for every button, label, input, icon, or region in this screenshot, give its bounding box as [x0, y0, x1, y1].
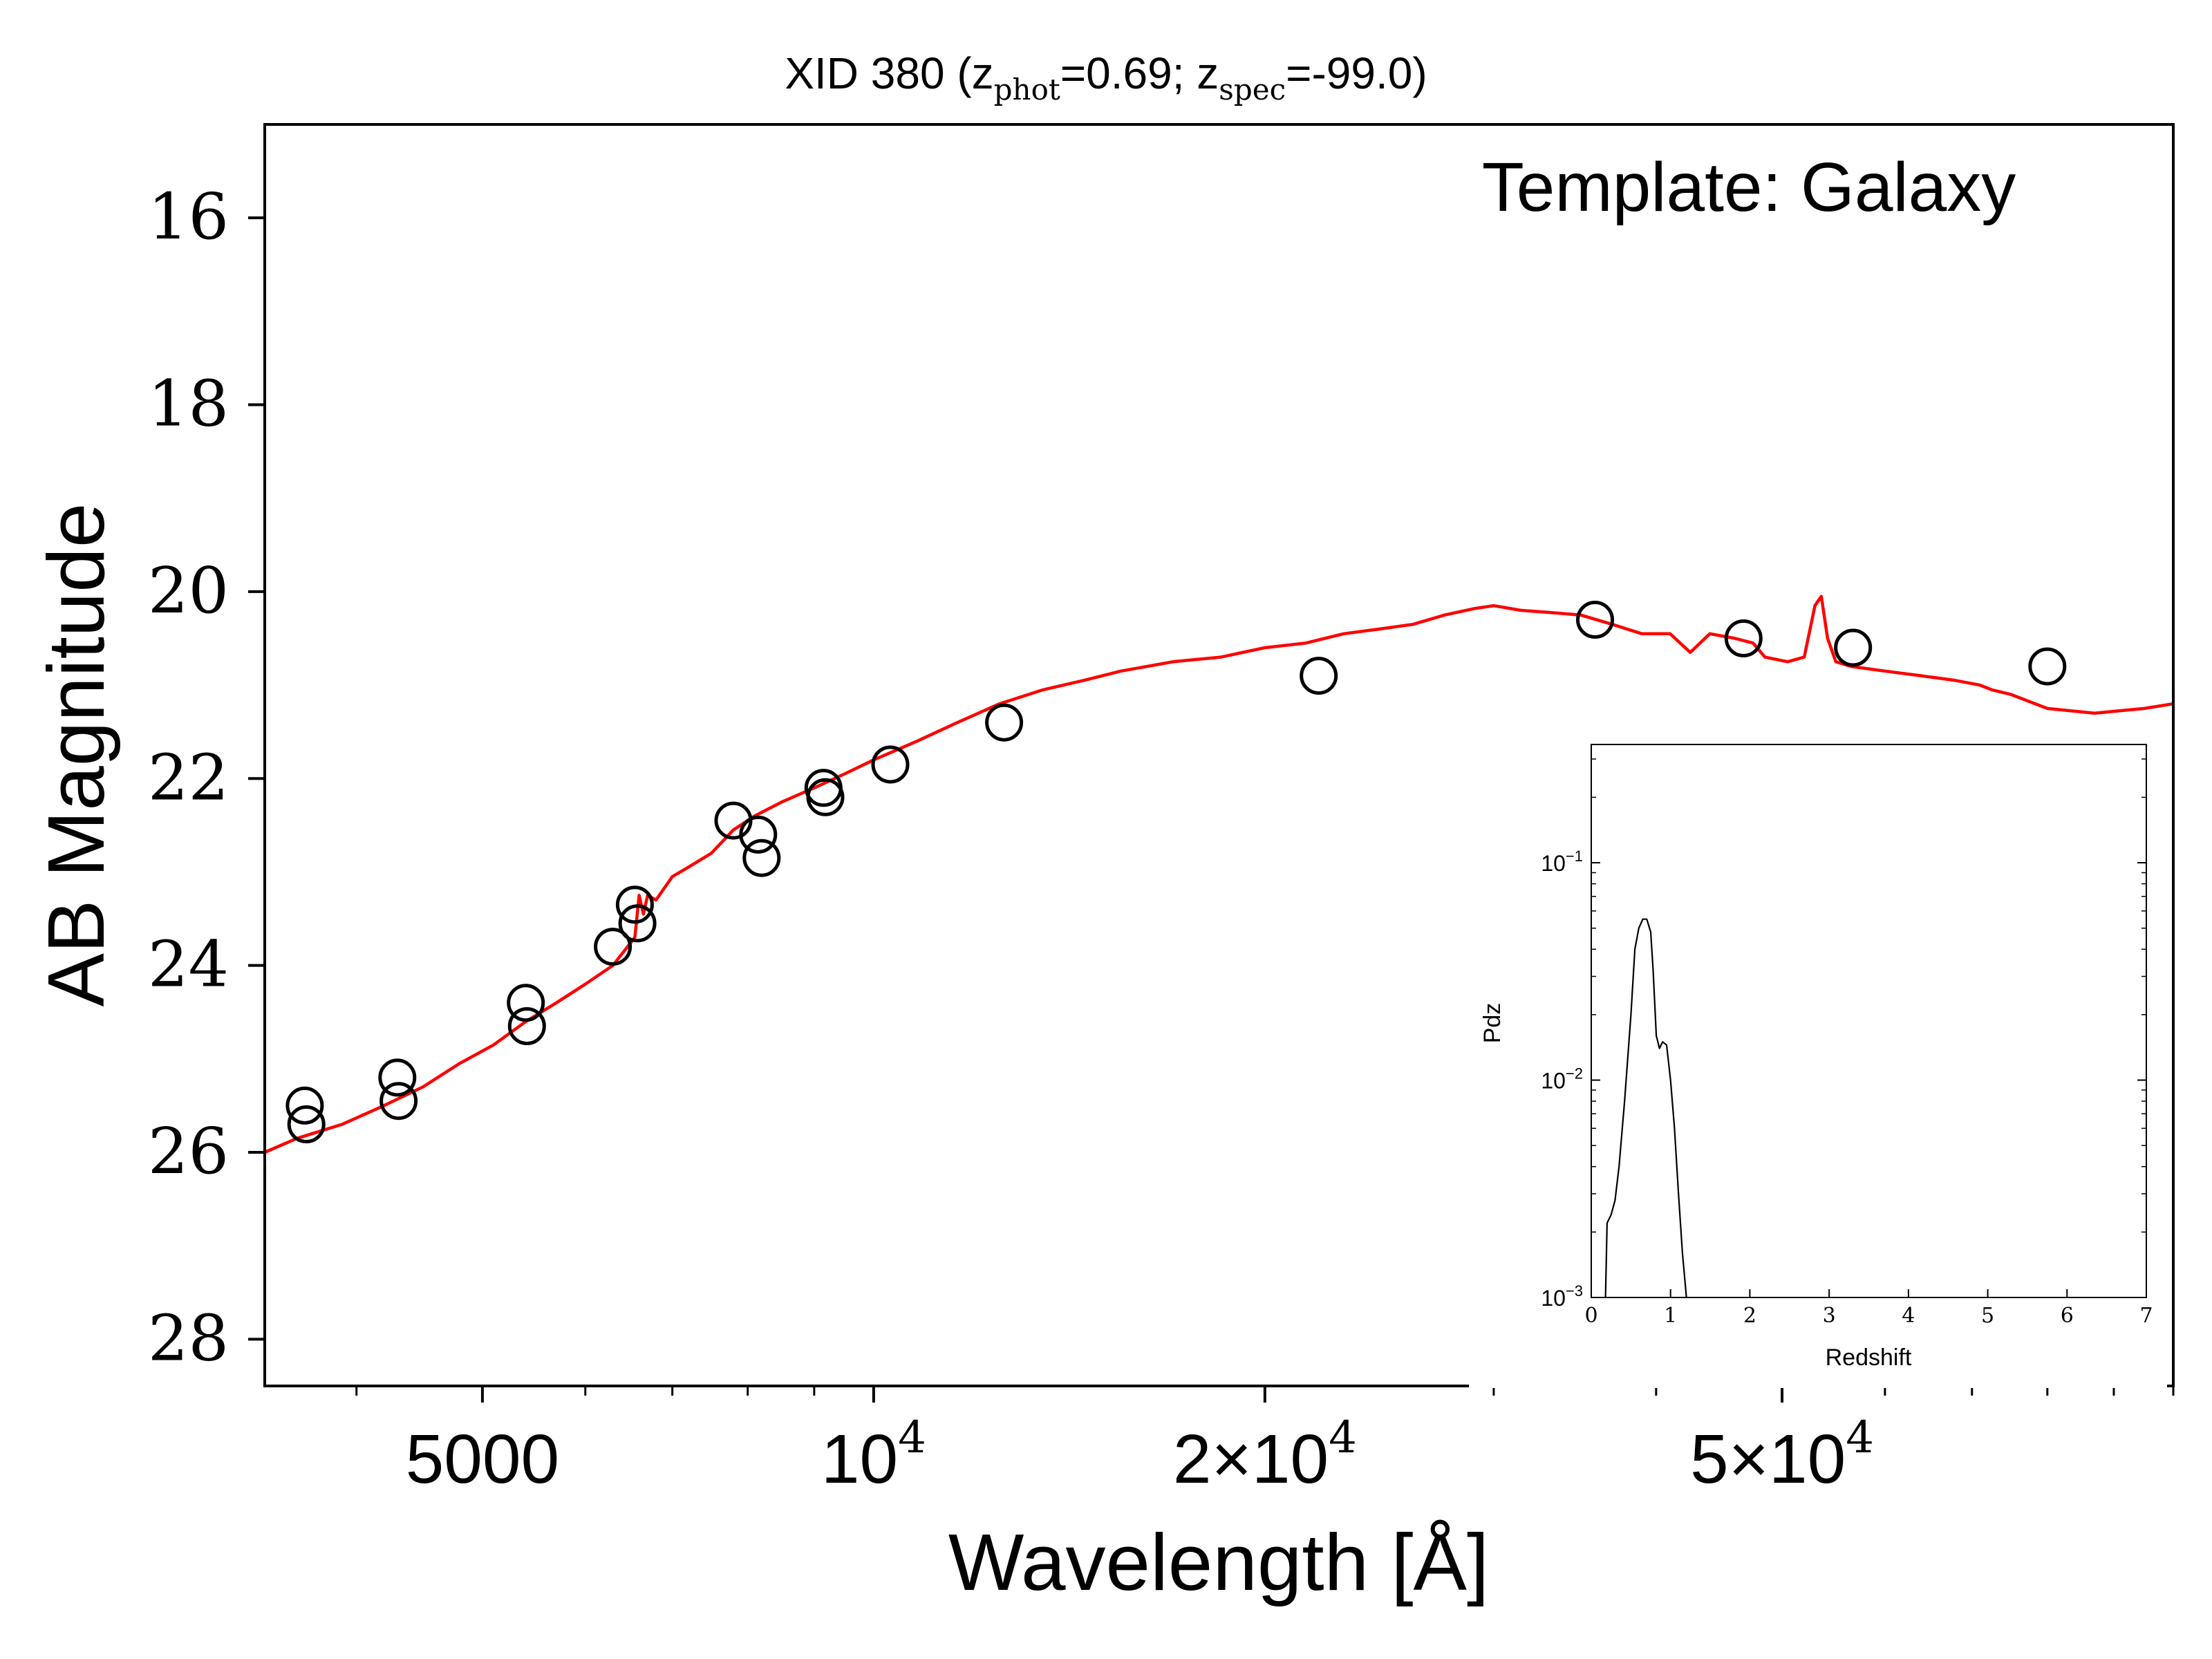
x-tick-label: 5000 — [406, 1421, 559, 1498]
photometry-point — [739, 815, 778, 854]
main-plot-frame — [263, 123, 2175, 1387]
photometry-point — [742, 838, 781, 877]
y-tick-label: 22 — [148, 740, 229, 814]
photometry-point — [1724, 619, 1763, 657]
inset-x-tick-label: 5 — [1981, 1304, 1994, 1328]
photometry-point — [806, 778, 845, 816]
y-tick-label: 16 — [148, 180, 229, 254]
x-tick-label: 104 — [821, 1412, 926, 1498]
y-tick-label: 26 — [148, 1114, 229, 1188]
photometry-point — [871, 745, 910, 784]
title-subscript-phot: phot — [994, 73, 1060, 106]
photometry-point — [594, 928, 632, 966]
y-axis-label: AB Magnitude — [31, 503, 121, 1007]
y-tick-label: 18 — [148, 367, 229, 441]
photometry-point — [287, 1105, 326, 1143]
photometry-point — [985, 703, 1024, 742]
photometry-point — [1300, 657, 1338, 695]
x-axis-label: Wavelength [Å] — [948, 1517, 1489, 1607]
template-annotation: Template: Galaxy — [1482, 149, 2016, 226]
inset-x-tick-label: 1 — [1664, 1304, 1677, 1328]
photometry-point — [507, 984, 545, 1022]
inset-x-tick-label: 2 — [1743, 1304, 1756, 1328]
photometry-point — [379, 1082, 418, 1121]
title-subscript-spec: spec — [1219, 73, 1286, 106]
photometry-point — [1576, 601, 1614, 639]
inset-background — [1469, 726, 2167, 1388]
inset-plot-frame — [1591, 744, 2147, 1298]
inset-x-tick-label: 7 — [2139, 1304, 2153, 1328]
photometry-point — [378, 1058, 417, 1097]
pdz-curve — [1604, 918, 1687, 1297]
y-tick-label: 28 — [148, 1301, 229, 1375]
inset-x-tick-label: 4 — [1902, 1304, 1915, 1328]
inset-x-tick-label: 0 — [1584, 1304, 1597, 1328]
photometry-point — [615, 885, 654, 924]
photometry-point — [2028, 647, 2067, 686]
inset-x-tick-label: 3 — [1823, 1304, 1836, 1328]
photometry-point — [1834, 628, 1873, 667]
y-tick-label: 20 — [148, 554, 229, 628]
inset-x-tick-label: 6 — [2061, 1304, 2074, 1328]
y-tick-label: 24 — [148, 928, 229, 1002]
x-tick-label: 2×104 — [1173, 1412, 1357, 1498]
x-tick-label: 5×104 — [1690, 1412, 1874, 1498]
inset-y-tick-label: 10−2 — [1541, 1065, 1583, 1094]
inset-y-axis-label: Pdz — [1479, 1003, 1506, 1044]
inset-y-tick-label: 10−3 — [1541, 1282, 1583, 1311]
photometry-point — [618, 904, 657, 943]
photometry-point — [507, 1007, 546, 1045]
inset-y-tick-label: 10−1 — [1541, 847, 1583, 876]
chart-title: XID 380 (zphot=0.69; zspec=-99.0) — [785, 48, 1427, 106]
photometry-point — [285, 1086, 324, 1125]
inset-x-axis-label: Redshift — [1826, 1344, 1912, 1371]
